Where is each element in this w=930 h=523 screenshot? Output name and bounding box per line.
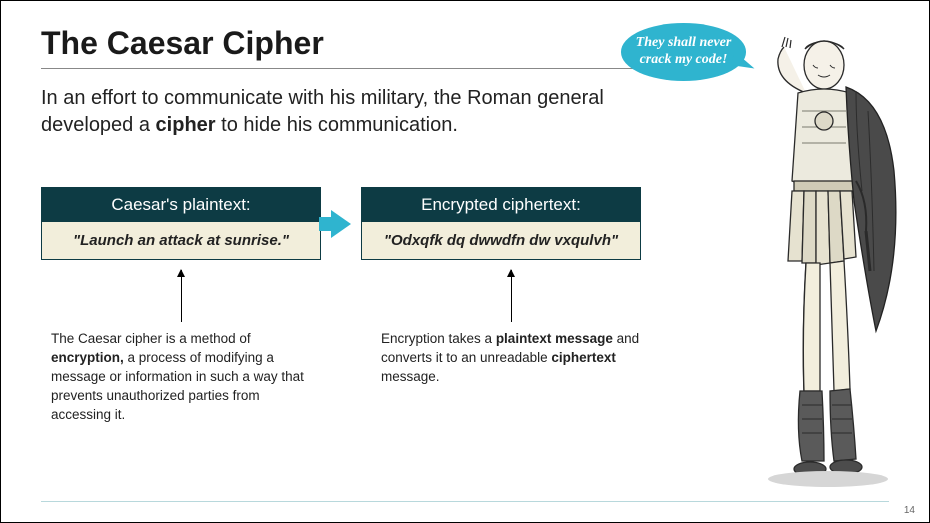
page-number: 14 — [904, 505, 915, 516]
plaintext-box: Caesar's plaintext: "Launch an attack at… — [41, 187, 321, 260]
plaintext-header: Caesar's plaintext: — [42, 188, 320, 222]
annotations-row: The Caesar cipher is a method of encrypt… — [41, 270, 681, 424]
cipher-boxes-row: Caesar's plaintext: "Launch an attack at… — [41, 187, 681, 260]
annotation-right: Encryption takes a plaintext message and… — [371, 270, 651, 424]
slide: The Caesar Cipher In an effort to commun… — [1, 1, 929, 522]
ciphertext-box: Encrypted ciphertext: "Odxqfk dq dwwdfn … — [361, 187, 641, 260]
arrow-up-icon — [181, 270, 182, 322]
arrow-up-icon — [511, 270, 512, 322]
arrow-right-icon — [331, 210, 351, 238]
annotation-left: The Caesar cipher is a method of encrypt… — [41, 270, 321, 424]
bottom-divider — [41, 501, 889, 502]
plaintext-body: "Launch an attack at sunrise." — [42, 222, 320, 259]
annotation-right-text: Encryption takes a plaintext message and… — [381, 330, 641, 387]
intro-p2: to hide his communication. — [216, 114, 458, 136]
title-divider — [41, 68, 671, 69]
ciphertext-body: "Odxqfk dq dwwdfn dw vxqulvh" — [362, 222, 640, 259]
intro-bold: cipher — [156, 114, 216, 136]
caesar-figure: They shall never crack my code! — [676, 23, 921, 501]
caesar-illustration — [706, 31, 921, 501]
annotation-left-text: The Caesar cipher is a method of encrypt… — [51, 330, 311, 424]
ciphertext-header: Encrypted ciphertext: — [362, 188, 640, 222]
intro-text: In an effort to communicate with his mil… — [41, 85, 621, 139]
